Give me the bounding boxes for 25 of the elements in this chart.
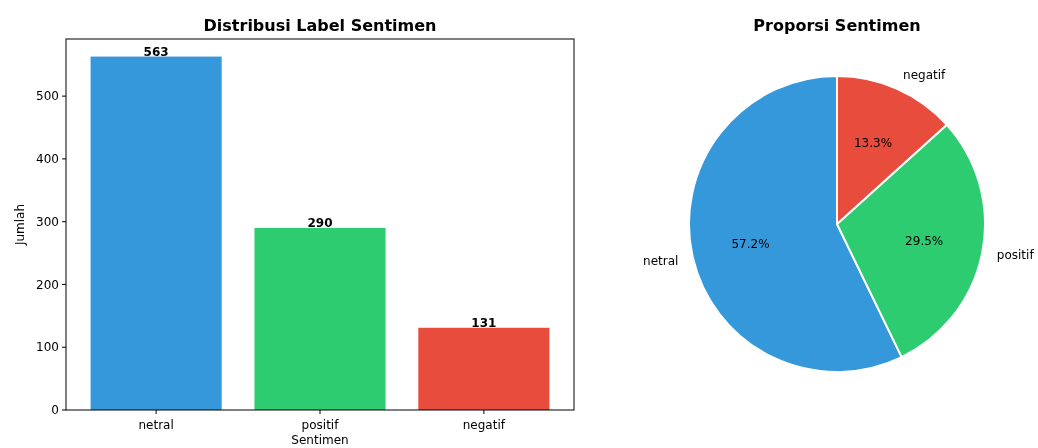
y-tick-label: 100 [36,340,59,355]
bar [418,327,550,410]
y-tick-label: 0 [51,403,59,418]
data-label: 13.3% [853,136,893,151]
y-tick-label: 200 [36,277,59,292]
x-axis-title: Sentimen [291,433,349,447]
x-tick-label: positif [301,418,340,432]
y-axis-title: Jumlah [13,203,27,247]
chart-title: Proporsi Sentimen [753,16,921,35]
x-tick-label: negatif [462,418,506,432]
slice-label: negatif [903,68,947,83]
data-label: 29.5% [905,234,944,249]
slice-label: netral [643,253,679,268]
slice-label: positif [996,248,1035,263]
bar [254,227,386,410]
data-label: 57.2% [731,237,770,252]
data-label: 131 [471,315,497,330]
bar [90,56,222,410]
chart-title: Distribusi Label Sentimen [203,16,437,35]
x-tick-label: netral [138,418,174,432]
y-tick-label: 500 [36,89,59,104]
y-tick-label: 400 [36,152,59,167]
data-label: 290 [307,215,333,230]
data-label: 563 [143,44,169,59]
y-tick-label: 300 [36,214,59,229]
